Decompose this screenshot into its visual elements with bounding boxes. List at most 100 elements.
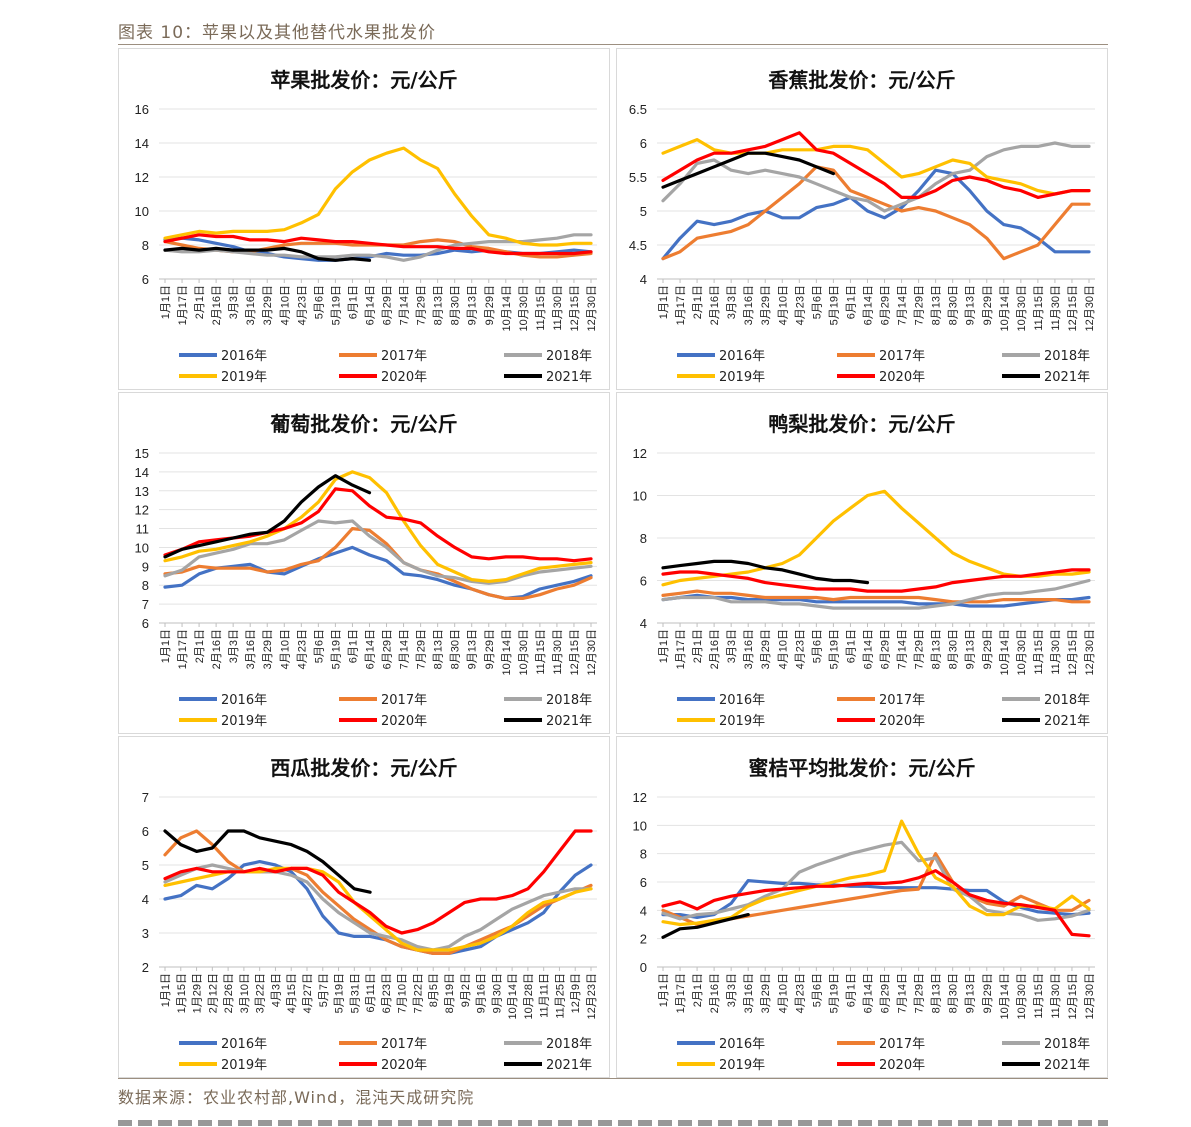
x-tick-label: 7月14日 [897, 973, 909, 1013]
x-tick-label: 6月14日 [862, 629, 874, 669]
legend-label: 2020年 [381, 370, 427, 385]
y-tick-label: 11 [136, 522, 150, 537]
x-tick-label: 5月7日 [318, 973, 330, 1007]
y-tick-label: 8 [142, 578, 149, 593]
y-tick-label: 3 [142, 926, 149, 941]
y-tick-label: 4 [640, 903, 647, 918]
x-tick-label: 12月15日 [1067, 973, 1079, 1019]
x-tick-label: 9月29日 [484, 629, 496, 669]
x-tick-label: 4月23日 [794, 973, 806, 1013]
x-tick-label: 12月30日 [1084, 973, 1096, 1019]
y-tick-label: 2 [640, 932, 647, 947]
x-tick-label: 2月16日 [709, 973, 721, 1013]
chart-title: 香蕉批发价：元/公斤 [768, 68, 955, 92]
y-tick-label: 10 [633, 489, 647, 504]
banana-price-chart: 香蕉批发价：元/公斤 4 4.5 5 5.5 6 6.5 1月1日 1月17日 2月1日 2月16日… [616, 48, 1108, 390]
source-note: 数据来源：农业农村部,Wind，混沌天成研究院 [118, 1088, 475, 1107]
legend-label: 2018年 [546, 693, 592, 708]
x-tick-label: 6月1日 [347, 285, 359, 319]
series-line-2019年 [661, 819, 1091, 927]
x-tick-label: 3月16日 [743, 285, 755, 325]
series-line-2016年 [163, 860, 593, 955]
x-tick-label: 3月16日 [743, 973, 755, 1013]
x-tick-label: 4月27日 [302, 973, 314, 1013]
y-tick-label: 10 [135, 540, 149, 555]
x-tick-label: 11月15日 [1033, 285, 1045, 331]
x-tick-label: 6月14日 [862, 973, 874, 1013]
series-line-2021年 [163, 246, 372, 262]
legend-label: 2020年 [381, 1058, 427, 1073]
x-tick-label: 7月14日 [399, 285, 411, 325]
x-tick-label: 5月31日 [349, 973, 361, 1013]
y-tick-label: 6 [142, 824, 149, 839]
x-tick-label: 6月29日 [382, 629, 394, 669]
legend-label: 2021年 [1044, 370, 1090, 385]
legend-label: 2016年 [221, 349, 267, 364]
y-tick-label: 12 [135, 503, 149, 518]
legend-label: 2017年 [879, 1037, 925, 1052]
x-tick-label: 6月11日 [365, 973, 377, 1013]
x-tick-label: 12月30日 [1084, 629, 1096, 675]
x-tick-label: 7月29日 [914, 973, 926, 1013]
y-tick-label: 15 [135, 446, 149, 461]
series-line-2019年 [163, 146, 593, 247]
series-line-2018年 [661, 840, 1091, 922]
y-tick-label: 0 [640, 960, 647, 975]
x-tick-label: 5月19日 [330, 285, 342, 325]
x-tick-label: 7月29日 [914, 629, 926, 669]
x-tick-label: 1月17日 [177, 285, 189, 325]
legend-label: 2020年 [879, 370, 925, 385]
series-line-2016年 [661, 168, 1091, 261]
x-tick-label: 4月10日 [279, 629, 291, 669]
x-tick-label: 12月15日 [569, 629, 581, 675]
figure-title: 图表 10：苹果以及其他替代水果批发价 [118, 23, 437, 43]
y-tick-label: 9 [142, 559, 149, 574]
legend-label: 2017年 [879, 693, 925, 708]
x-tick-label: 6月14日 [364, 629, 376, 669]
legend-label: 2017年 [381, 1037, 427, 1052]
legend-label: 2016年 [719, 349, 765, 364]
legend-label: 2018年 [546, 1037, 592, 1052]
chart-title: 西瓜批发价：元/公斤 [270, 756, 457, 780]
legend-label: 2021年 [546, 714, 592, 729]
y-tick-label: 10 [633, 818, 647, 833]
legend-label: 2019年 [221, 370, 267, 385]
x-tick-label: 10月14日 [999, 285, 1011, 331]
x-tick-label: 8月13日 [433, 629, 445, 669]
x-tick-label: 12月15日 [569, 285, 581, 331]
x-tick-label: 11月30日 [1050, 973, 1062, 1019]
x-tick-label: 5月19日 [828, 629, 840, 669]
series-line-2020年 [661, 869, 1091, 938]
y-tick-label: 4 [142, 892, 149, 907]
x-tick-label: 12月9日 [570, 973, 582, 1013]
y-tick-label: 6 [640, 574, 647, 589]
x-tick-label: 5月19日 [828, 285, 840, 325]
y-tick-label: 14 [135, 136, 149, 151]
x-tick-label: 6月23日 [381, 973, 393, 1013]
x-tick-label: 12月23日 [586, 973, 598, 1019]
x-tick-label: 2月16日 [211, 629, 223, 669]
x-tick-label: 6月1日 [845, 973, 857, 1007]
x-tick-label: 9月29日 [982, 285, 994, 325]
legend-label: 2016年 [221, 693, 267, 708]
y-tick-label: 5.5 [629, 170, 647, 185]
grape-price-chart: 葡萄批发价：元/公斤 6 7 8 9 10 11 12 13 14 15 1月1日 1月17日 2月1日 2… [118, 392, 610, 734]
x-tick-label: 8月30日 [450, 285, 462, 325]
x-tick-label: 7月14日 [897, 285, 909, 325]
legend-label: 2020年 [879, 1058, 925, 1073]
series-line-2020年 [163, 233, 593, 256]
x-tick-label: 1月1日 [658, 973, 670, 1007]
series-line-2016年 [661, 593, 1091, 608]
legend-label: 2020年 [381, 714, 427, 729]
legend-label: 2019年 [719, 714, 765, 729]
x-tick-label: 6月14日 [862, 285, 874, 325]
x-tick-label: 8月5日 [428, 973, 440, 1007]
x-tick-label: 1月17日 [675, 973, 687, 1013]
chart-title: 鸭梨批发价：元/公斤 [768, 412, 955, 436]
x-tick-label: 3月16日 [245, 629, 257, 669]
x-tick-label: 1月15日 [176, 973, 188, 1013]
legend-label: 2017年 [879, 349, 925, 364]
x-tick-label: 9月2日 [460, 973, 472, 1007]
x-tick-label: 2月1日 [692, 973, 704, 1007]
x-tick-label: 9月13日 [965, 973, 977, 1013]
